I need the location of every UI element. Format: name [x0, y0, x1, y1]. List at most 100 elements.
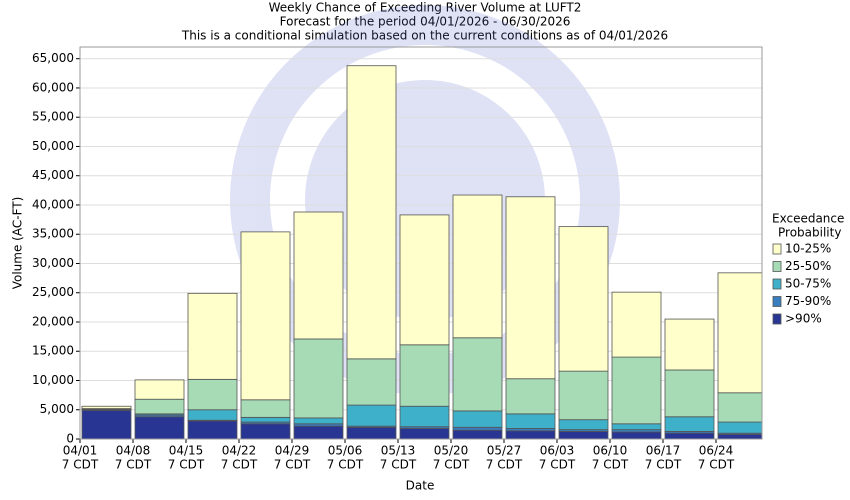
- legend-swatch: [772, 313, 782, 325]
- bar-segment: [505, 378, 556, 415]
- y-tick-label: 40,000: [32, 197, 74, 211]
- bar-segment: [452, 337, 503, 412]
- bar-segment: [664, 416, 715, 432]
- bar-segment: [717, 272, 762, 394]
- x-tick-label: 7 CDT: [62, 458, 99, 472]
- legend-swatch: [772, 261, 782, 272]
- x-tick-label: 7 CDT: [380, 458, 417, 472]
- x-tick-label: 7 CDT: [645, 458, 682, 472]
- bar-segment: [187, 292, 238, 380]
- bar-segment: [399, 344, 450, 407]
- chart-title: Weekly Chance of Exceeding River Volume …: [269, 1, 582, 15]
- x-tick-label: 05/20: [434, 444, 469, 458]
- x-tick-label: 7 CDT: [486, 458, 523, 472]
- x-tick-label: 06/03: [540, 444, 575, 458]
- y-tick-label: 25,000: [32, 285, 74, 299]
- x-tick-label: 7 CDT: [592, 458, 629, 472]
- legend-swatch: [772, 243, 782, 255]
- x-tick-label: 04/01: [63, 444, 98, 458]
- x-tick-label: 7 CDT: [433, 458, 470, 472]
- bar-segment: [452, 429, 503, 439]
- bar-segment: [187, 409, 238, 421]
- bar-segment: [664, 369, 715, 418]
- legend-title: Exceedance: [772, 212, 844, 226]
- legend-label: 10-25%: [785, 242, 831, 256]
- y-tick-label: 50,000: [32, 139, 74, 153]
- bar-segment: [293, 417, 344, 425]
- bar-segment: [81, 409, 132, 439]
- bar-segment: [134, 398, 185, 415]
- x-tick-label: 06/10: [593, 444, 628, 458]
- x-tick-label: 04/08: [116, 444, 151, 458]
- legend-title: Probability: [778, 226, 841, 240]
- x-tick-label: 05/06: [328, 444, 363, 458]
- bar-segment: [664, 318, 715, 371]
- y-tick-label: 5,000: [40, 402, 74, 416]
- bar-segment: [81, 405, 132, 409]
- y-tick-label: 30,000: [32, 256, 74, 270]
- x-tick-label: 7 CDT: [698, 458, 735, 472]
- x-tick-label: 06/17: [646, 444, 681, 458]
- x-tick-label: 06/24: [699, 444, 734, 458]
- bar-segment: [717, 392, 762, 423]
- bar-segment: [717, 433, 762, 439]
- plot-frame: [79, 46, 763, 440]
- bar-segment: [505, 430, 556, 439]
- bar-segment: [240, 231, 291, 401]
- bar-segment: [240, 399, 291, 418]
- x-tick-label: 7 CDT: [168, 458, 205, 472]
- x-tick-label: 7 CDT: [539, 458, 576, 472]
- x-tick-label: 7 CDT: [327, 458, 364, 472]
- y-tick-label: 0: [66, 432, 74, 446]
- chart-subtitle: Forecast for the period 04/01/2026 - 06/…: [280, 15, 571, 29]
- x-tick-label: 7 CDT: [221, 458, 258, 472]
- bar-segment: [558, 226, 609, 372]
- legend-label: 25-50%: [785, 259, 831, 273]
- bar-segment: [187, 420, 238, 439]
- y-axis-label: Volume (AC-FT): [11, 197, 25, 290]
- y-tick-label: 20,000: [32, 314, 74, 328]
- bar-segment: [505, 196, 556, 380]
- bar-segment: [611, 291, 662, 358]
- y-tick-label: 65,000: [32, 51, 74, 65]
- bars: [81, 65, 762, 439]
- bar-segment: [558, 370, 609, 421]
- bar-segment: [293, 425, 344, 439]
- y-tick-label: 60,000: [32, 80, 74, 94]
- bar-segment: [399, 428, 450, 439]
- bar-segment: [717, 421, 762, 434]
- y-tick-label: 15,000: [32, 344, 74, 358]
- x-tick-label: 04/15: [169, 444, 204, 458]
- legend-swatch: [772, 296, 782, 307]
- x-tick-label: 05/13: [381, 444, 416, 458]
- bar-segment: [399, 405, 450, 428]
- bar-segment: [611, 431, 662, 439]
- bar-segment: [346, 426, 397, 439]
- bar-segment: [134, 379, 185, 400]
- bar-segment: [611, 423, 662, 431]
- bar-segment: [452, 426, 503, 431]
- bar-segment: [664, 432, 715, 439]
- bar-segment: [346, 358, 397, 406]
- legend-label: 50-75%: [785, 277, 831, 291]
- bar-segment: [293, 338, 344, 419]
- x-tick-label: 04/22: [222, 444, 257, 458]
- bar-segment: [399, 214, 450, 346]
- legend-swatch: [772, 278, 782, 290]
- bar-segment: [134, 416, 185, 439]
- x-tick-label: 7 CDT: [274, 458, 311, 472]
- x-axis-label: Date: [406, 479, 435, 493]
- bar-segment: [293, 211, 344, 340]
- legend-label: >90%: [785, 312, 822, 326]
- bar-segment: [611, 356, 662, 425]
- bar-segment: [558, 430, 609, 439]
- legend-label: 75-90%: [785, 294, 831, 308]
- x-tick-label: 04/29: [275, 444, 310, 458]
- chart-subtitle: This is a conditional simulation based o…: [181, 29, 668, 43]
- bar-segment: [452, 410, 503, 428]
- y-tick-label: 35,000: [32, 227, 74, 241]
- bar-segment: [187, 378, 238, 411]
- bar-segment: [505, 413, 556, 429]
